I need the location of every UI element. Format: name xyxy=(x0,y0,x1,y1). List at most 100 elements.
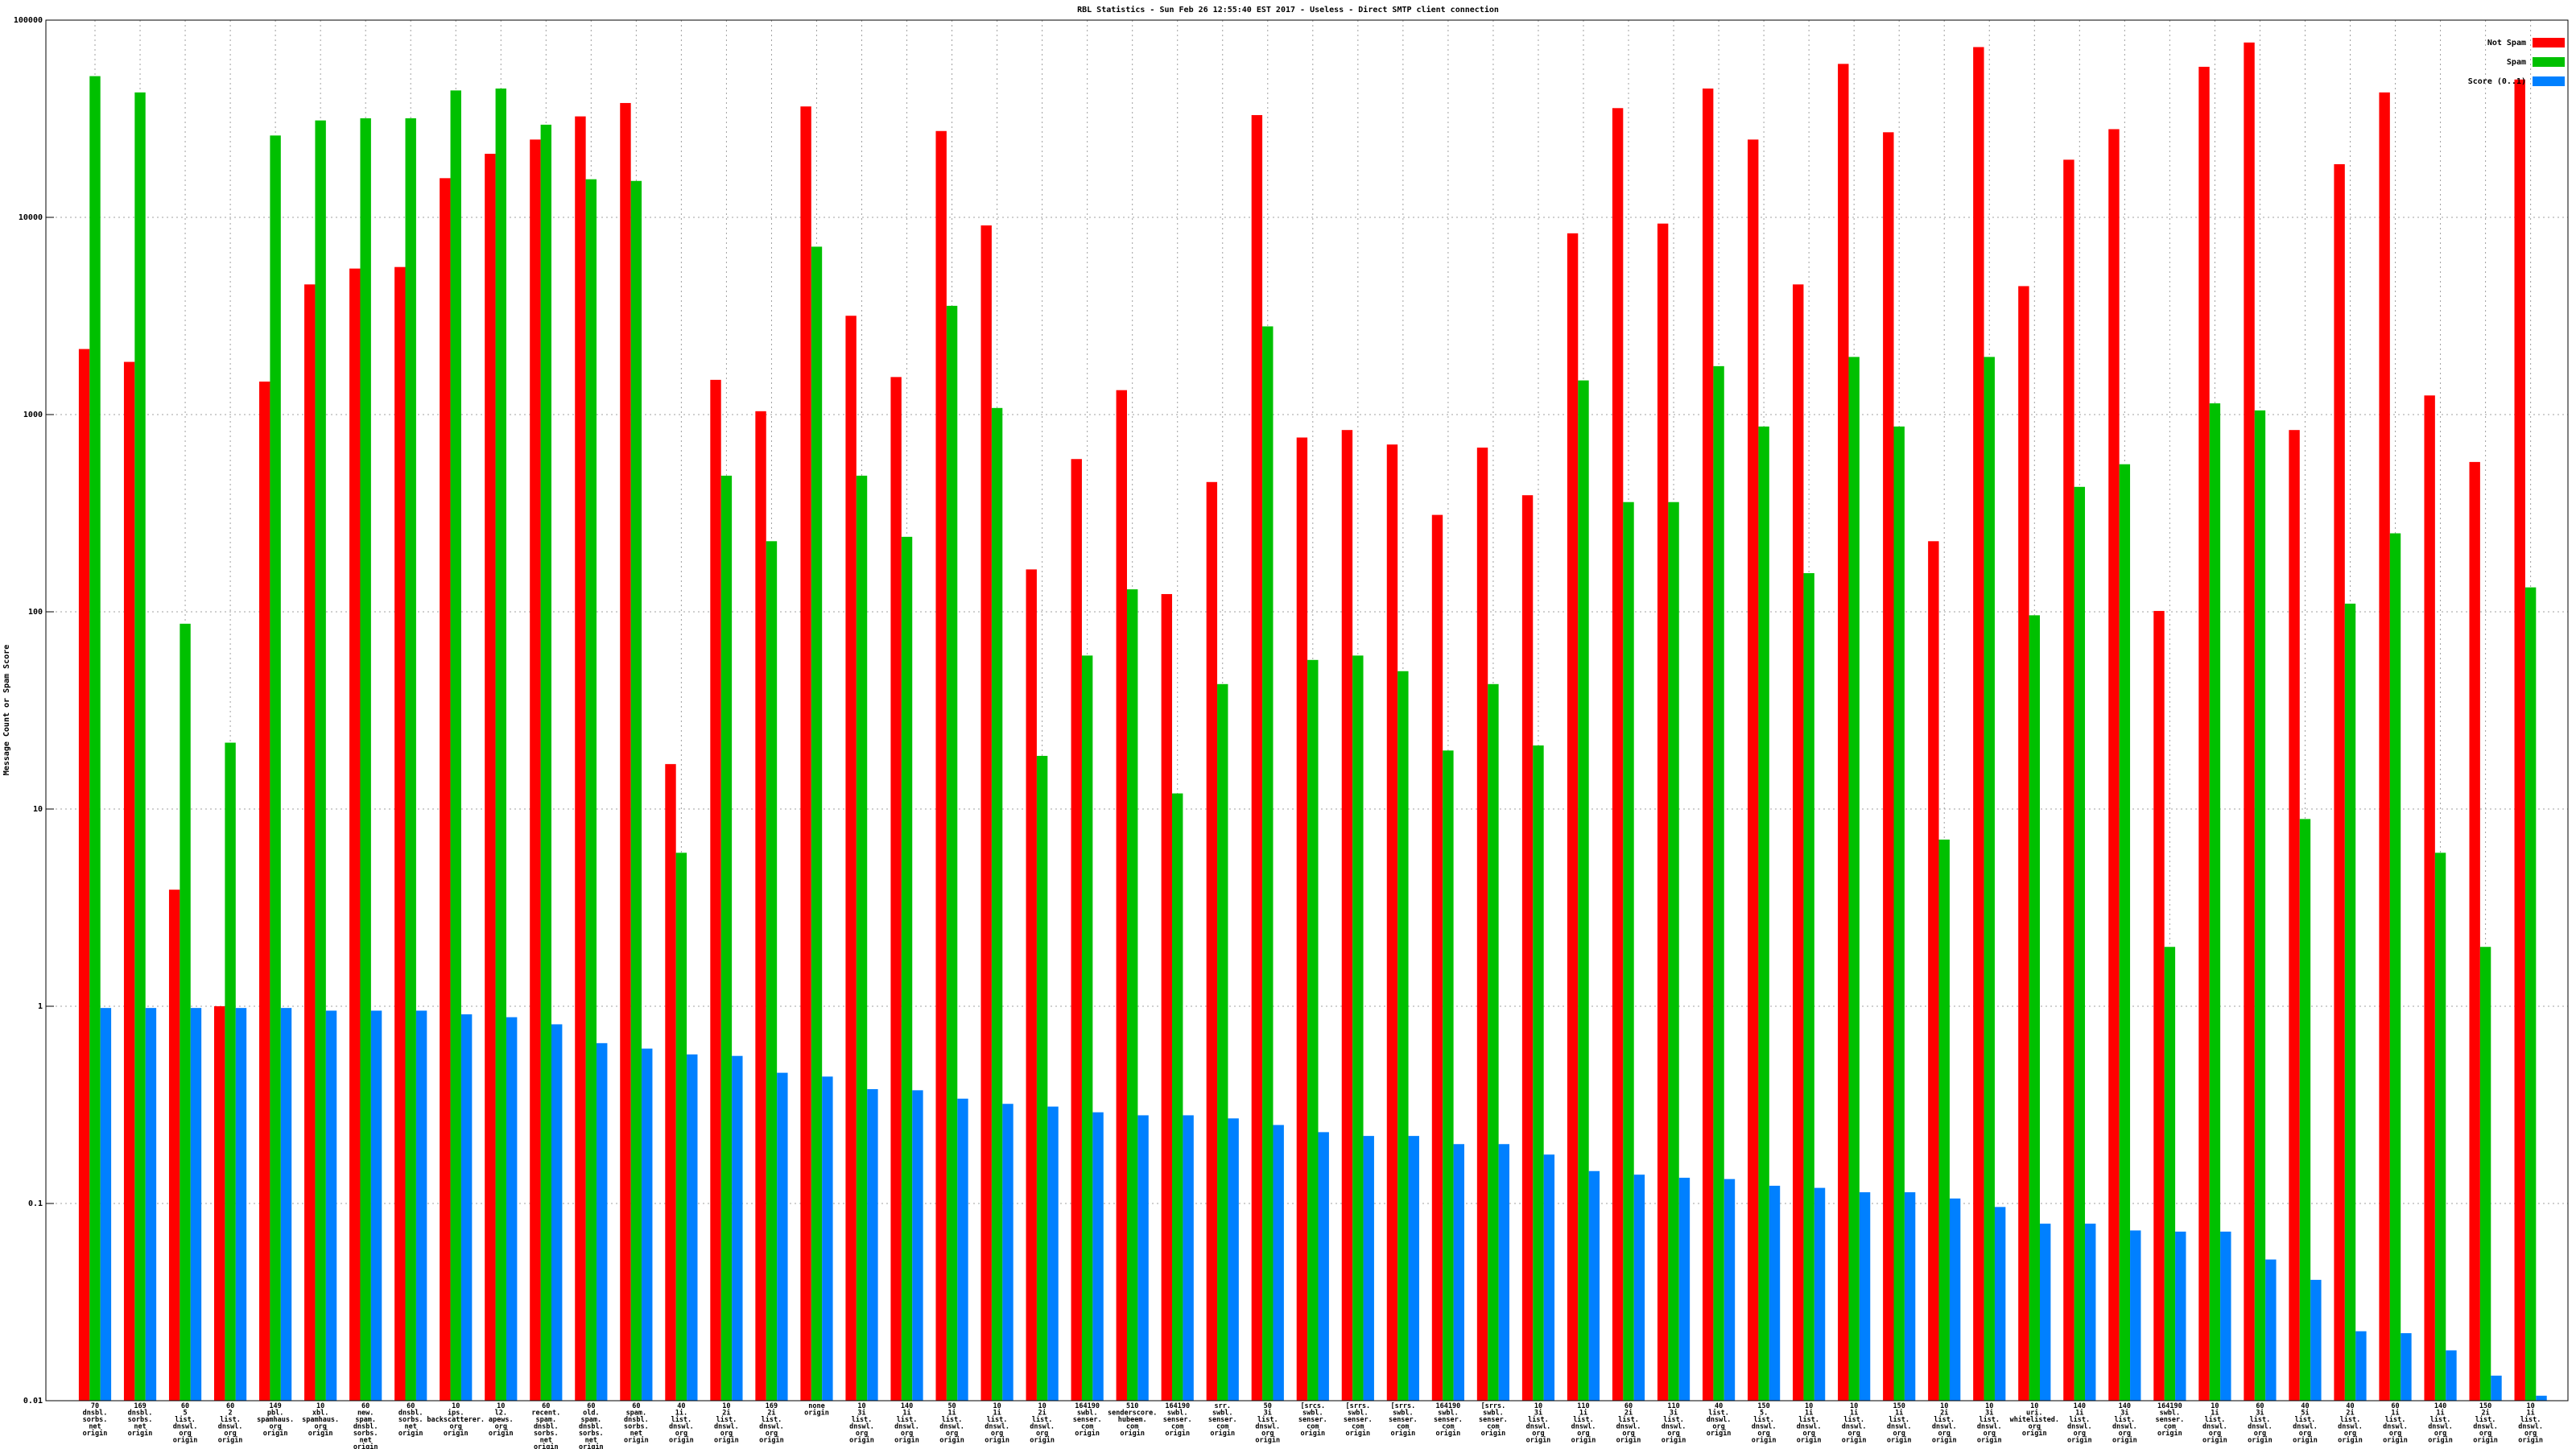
x-tick-label: 70 dnsbl. sorbs. net origin xyxy=(83,1402,108,1438)
bar xyxy=(1081,655,1093,1401)
bar xyxy=(1228,1118,1239,1401)
bar xyxy=(1386,444,1398,1402)
bar xyxy=(360,118,371,1401)
bar xyxy=(2389,533,2401,1402)
bar xyxy=(575,116,586,1401)
bar xyxy=(777,1072,788,1401)
bar xyxy=(957,1098,968,1401)
bar xyxy=(1588,1170,1600,1401)
x-tick-label: 60 5 list. dnswl. org origin xyxy=(173,1402,198,1445)
legend-swatch xyxy=(2533,38,2565,47)
x-tick-label: 150 5. list. dnswl. org origin xyxy=(1752,1402,1777,1445)
bar xyxy=(394,266,406,1401)
bar xyxy=(1217,683,1228,1401)
x-tick-label: 60 3i list. dnswl. org origin xyxy=(2248,1402,2273,1445)
x-tick-label: 60 dnsbl. sorbs. net origin xyxy=(398,1402,423,1438)
bar xyxy=(935,130,947,1402)
x-tick-label: [srrs. swbl. senser. com origin xyxy=(1344,1402,1373,1438)
bar xyxy=(1623,502,1634,1402)
legend-swatch xyxy=(2533,57,2565,67)
bar xyxy=(1928,541,1939,1402)
x-tick-label: 40 5i list. dnswl. org origin xyxy=(2293,1402,2318,1445)
bar xyxy=(1859,1192,1871,1401)
y-tick-label: 10 xyxy=(33,805,43,814)
bar xyxy=(845,316,857,1401)
bar xyxy=(2119,464,2131,1402)
y-tick-label: 100 xyxy=(28,608,43,617)
legend-swatch xyxy=(2533,76,2565,86)
bar xyxy=(415,1010,427,1401)
bar xyxy=(2018,286,2029,1401)
x-tick-label: 110 1i list. dnswl. org origin xyxy=(1571,1402,1596,1445)
bar xyxy=(506,1017,518,1401)
bar xyxy=(2074,486,2086,1401)
x-tick-label: 50 1i list. dnswl. org origin xyxy=(939,1402,964,1445)
bar xyxy=(1578,380,1589,1402)
bar xyxy=(822,1076,833,1401)
bar xyxy=(2063,159,2074,1402)
bar xyxy=(1341,430,1353,1402)
bar xyxy=(1769,1185,1781,1401)
x-tick-label: 150 2i list. dnswl. org origin xyxy=(2473,1402,2498,1445)
bar xyxy=(1994,1207,2006,1401)
x-tick-label: 60 2i list. dnswl. org origin xyxy=(1616,1402,1641,1445)
x-tick-label: 510 senderscore. hubeem. com origin xyxy=(1108,1402,1157,1438)
bar xyxy=(1408,1136,1419,1401)
x-tick-label: 150 1i list. dnswl. org origin xyxy=(1887,1402,1912,1445)
x-tick-label: [srrs. swbl. senser. com origin xyxy=(1479,1402,1508,1438)
bar xyxy=(123,361,135,1401)
x-tick-label: 10 uri. whitelisted. org origin xyxy=(2010,1402,2059,1438)
chart-title: RBL Statistics - Sun Feb 26 12:55:40 EST… xyxy=(1077,5,1499,14)
bar xyxy=(280,1008,292,1401)
bar xyxy=(1476,448,1488,1401)
bar xyxy=(2130,1230,2141,1401)
x-tick-label: 10 2i list. dnswl. org origin xyxy=(714,1402,739,1445)
bar xyxy=(349,268,361,1402)
plot-frame xyxy=(45,19,2569,1402)
bar xyxy=(1724,1179,1736,1401)
bar xyxy=(1848,357,1860,1402)
bar xyxy=(213,1006,225,1401)
bar xyxy=(1521,495,1534,1401)
bar xyxy=(620,102,631,1402)
bar xyxy=(370,1010,382,1401)
bar xyxy=(1116,390,1127,1401)
bar xyxy=(89,76,101,1401)
x-tick-label: 164190 swbl. senser. com origin xyxy=(1073,1402,1102,1438)
bar xyxy=(1071,459,1082,1401)
bar xyxy=(1251,114,1263,1401)
bar xyxy=(270,135,281,1401)
bar xyxy=(1307,659,1319,1401)
legend-label: Spam xyxy=(2507,58,2526,67)
bar xyxy=(2479,947,2491,1401)
x-tick-label: 50 3i list. dnswl. org origin xyxy=(1255,1402,1280,1445)
x-tick-label: 60 new. spam. dnsbl. sorbs. net origin xyxy=(353,1402,378,1449)
bar xyxy=(1352,655,1364,1401)
x-tick-label: 164190 swbl. senser. com origin xyxy=(1434,1402,1463,1438)
x-tick-label: 60 old. spam. dnsbl. sorbs. net origin xyxy=(579,1402,604,1449)
x-tick-label: [srrs. swbl. senser. com origin xyxy=(1389,1402,1418,1438)
y-axis-label: Message Count or Spam Score xyxy=(2,645,11,776)
bar xyxy=(2514,79,2525,1402)
y-tick-label: 0.1 xyxy=(28,1199,43,1208)
bar xyxy=(78,349,90,1401)
x-tick-label: 10 1i list. dnswl. org origin xyxy=(2202,1402,2227,1445)
x-tick-label: 10 1i list. dnswl. org origin xyxy=(1842,1402,1867,1445)
bar xyxy=(1803,573,1814,1401)
bar xyxy=(460,1014,473,1401)
bar xyxy=(1183,1115,1194,1401)
x-tick-label: 10 1i list. dnswl. org origin xyxy=(985,1402,1009,1445)
bar xyxy=(1431,514,1443,1401)
bar xyxy=(2344,603,2356,1401)
bar xyxy=(2424,395,2435,1401)
bar xyxy=(720,475,733,1401)
bar xyxy=(2355,1331,2367,1401)
bar xyxy=(551,1024,563,1401)
bar xyxy=(2108,129,2120,1401)
x-tick-label: 140 1i list. dnswl. org origin xyxy=(894,1402,919,1445)
bar xyxy=(315,120,326,1402)
bar xyxy=(1161,593,1173,1401)
bar xyxy=(1533,745,1544,1401)
